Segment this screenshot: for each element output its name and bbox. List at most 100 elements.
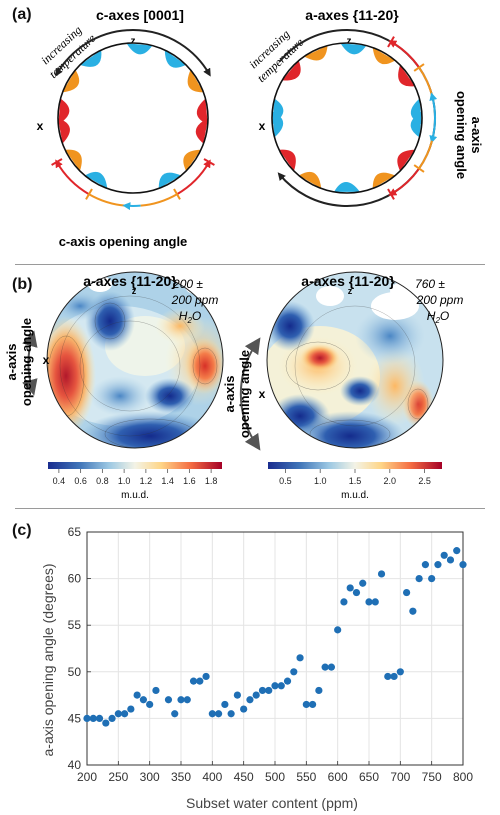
a-axes-circle [271, 29, 438, 207]
data-point [440, 551, 448, 559]
data-point [271, 682, 279, 690]
data-point [415, 575, 423, 583]
net-fill [58, 43, 208, 193]
data-point [409, 607, 417, 615]
data-point [290, 668, 298, 676]
panel-a-label: (a) [12, 6, 32, 23]
data-point [428, 575, 436, 583]
data-point [95, 714, 104, 722]
x-tick-label: 800 [453, 770, 473, 784]
data-point [352, 588, 361, 597]
data-point [421, 561, 429, 569]
a-axes-stereonet: a-axes {11-20} z x increasing temperatur… [246, 7, 484, 207]
x-tick-label: 250 [108, 770, 128, 784]
blue-density-lobe [334, 182, 360, 192]
data-point [258, 686, 267, 695]
colorbar-tick-label: 2.5 [418, 476, 431, 486]
data-point [327, 663, 335, 671]
data-point [390, 672, 398, 681]
data-point [252, 691, 260, 699]
arc-tick [387, 188, 395, 200]
data-point [139, 696, 147, 704]
data-points [83, 547, 467, 727]
data-point [446, 556, 455, 564]
y-tick-label: 65 [68, 525, 82, 539]
colorbar-tick-label: 0.5 [279, 476, 292, 486]
data-point [127, 705, 135, 713]
orange-density-lobe [372, 47, 396, 65]
c-axes-stereonet: c-axes [0001] z x increasing temperature… [37, 7, 215, 249]
blue-density-lobe [158, 172, 182, 189]
blue-density-lobe [272, 111, 284, 138]
colorbar-label: m.u.d. [341, 490, 369, 501]
a-axis-opening-angle-line2: opening angle [454, 91, 469, 179]
x-tick-label: 600 [328, 770, 348, 784]
data-point [296, 654, 304, 662]
data-point [396, 668, 404, 676]
blue-density-lobe [410, 111, 422, 138]
data-point [384, 672, 392, 681]
x-axis-label: Subset water content (ppm) [186, 795, 358, 811]
a-axis-label-line1: a-axis [4, 344, 19, 381]
colorbar-tick-label: 1.8 [205, 476, 218, 486]
x-label: x [259, 119, 266, 133]
data-point [309, 700, 317, 709]
orange-arc [88, 193, 126, 207]
data-point [340, 598, 348, 606]
x-tick-label: 200 [77, 770, 97, 784]
colorbar-tick-label: 1.2 [140, 476, 153, 486]
colorbar-tick-label: 1.0 [314, 476, 327, 486]
z-label: z [347, 36, 352, 47]
colorbar-tick-label: 1.4 [161, 476, 174, 486]
colorbar-ticks-left: 0.4 0.6 0.8 1.0 1.2 1.4 1.6 1.8 [53, 469, 218, 486]
blue-density-lobe [164, 50, 186, 68]
data-point [202, 672, 210, 681]
colorbar-tick-label: 0.8 [96, 476, 109, 486]
blue-arc [429, 92, 438, 144]
data-point [240, 705, 248, 713]
data-point [246, 696, 254, 704]
y-tick-label: 60 [68, 572, 82, 586]
red-density-lobe [58, 118, 70, 144]
pole-figure-left: 200 ± 200 ppm H2O a-axes {11-20} z x a-a… [4, 271, 224, 501]
data-point [183, 696, 191, 704]
colorbar-tick-label: 1.0 [118, 476, 131, 486]
y-tick-label: 55 [68, 618, 82, 632]
c-axes-circle [51, 29, 215, 211]
arc-tick [413, 63, 425, 72]
orange-density-lobe [298, 171, 322, 189]
a-axis-label-line2: opening angle [237, 350, 252, 438]
x-tick-label: 750 [422, 770, 442, 784]
data-point [114, 710, 122, 718]
a-axis-label-line1: a-axis [222, 376, 237, 413]
net-outline [271, 42, 423, 194]
orange-density-lobe [304, 45, 328, 61]
data-point [89, 714, 97, 722]
z-label: z [131, 36, 136, 47]
colorbar-tick-label: 1.6 [183, 476, 196, 486]
data-point [346, 584, 354, 592]
blue-density-lobe [126, 43, 153, 55]
data-point [102, 719, 110, 727]
red-arc [388, 40, 420, 69]
temperature-arrow [55, 29, 211, 77]
y-tick-label: 45 [68, 711, 82, 725]
red-density-lobe [58, 98, 70, 125]
data-point [459, 561, 467, 569]
colorbar-left [48, 462, 222, 469]
data-point [403, 588, 411, 597]
data-point [83, 714, 91, 722]
data-point [377, 570, 386, 578]
arc-tick [51, 158, 63, 166]
data-point [315, 686, 323, 695]
x-label: x [259, 387, 266, 401]
z-label: z [348, 286, 353, 296]
net-outline [57, 42, 209, 194]
orange-density-lobe [65, 149, 82, 171]
data-point [189, 677, 198, 685]
y-axis-label: a-axis opening angle (degrees) [40, 563, 56, 756]
blue-density-lobe [80, 50, 102, 67]
water-note-line2: 200 ppm [171, 293, 219, 307]
data-point [365, 598, 373, 606]
blue-density-lobe [340, 43, 367, 55]
